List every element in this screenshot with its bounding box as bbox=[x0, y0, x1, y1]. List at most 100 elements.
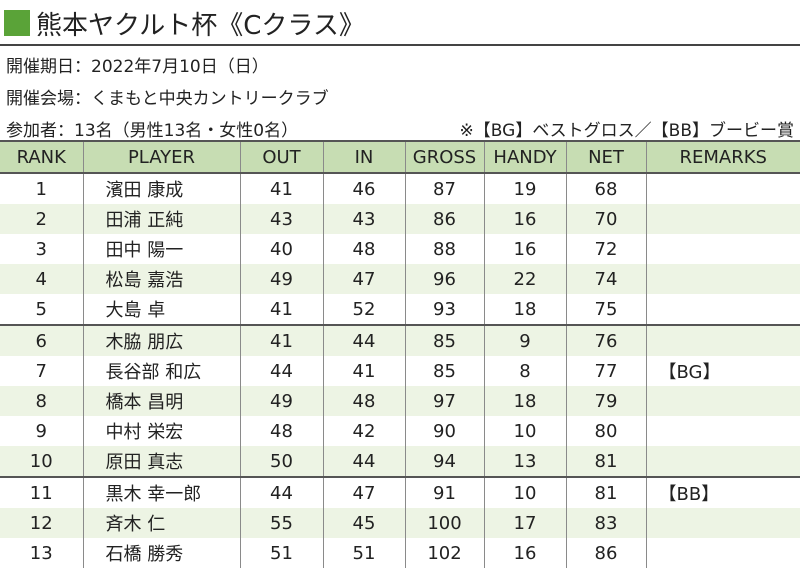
cell-out: 40 bbox=[239, 234, 323, 264]
cell-out: 49 bbox=[239, 386, 323, 416]
cell-remarks bbox=[645, 294, 800, 325]
results-table-body: 1 濱田 康成 41 46 87 19 68 2 田浦 正純 43 43 86 16 70 3 田中 陽一 40… bbox=[0, 173, 800, 568]
cell-remarks bbox=[645, 234, 800, 264]
cell-handy: 9 bbox=[483, 324, 566, 356]
cell-handy: 22 bbox=[483, 264, 566, 294]
cell-net: 70 bbox=[565, 204, 646, 234]
cell-in: 47 bbox=[322, 264, 405, 294]
cell-out: 44 bbox=[239, 476, 323, 508]
cell-net: 76 bbox=[565, 324, 646, 356]
cell-remarks bbox=[645, 446, 800, 477]
cell-out: 41 bbox=[239, 294, 323, 325]
cell-rank: 9 bbox=[35, 420, 47, 442]
cell-gross: 97 bbox=[404, 386, 484, 416]
cell-player: 田中 陽一 bbox=[82, 234, 240, 264]
table-row: 5 大島 卓 41 52 93 18 75 bbox=[0, 294, 800, 325]
cell-out: 49 bbox=[239, 264, 323, 294]
cell-player: 黒木 幸一郎 bbox=[82, 476, 240, 508]
cell-remarks bbox=[645, 538, 800, 568]
cell-net: 74 bbox=[565, 264, 646, 294]
cell-player: 濱田 康成 bbox=[82, 173, 240, 204]
column-header-in: IN bbox=[322, 140, 405, 174]
table-header-row: RANK PLAYER OUT IN GROSS HANDY NET REMAR… bbox=[0, 140, 800, 174]
cell-in: 42 bbox=[322, 416, 405, 446]
cell-remarks bbox=[645, 508, 800, 538]
cell-gross: 88 bbox=[404, 234, 484, 264]
cell-in: 43 bbox=[322, 204, 405, 234]
cell-net: 68 bbox=[565, 173, 646, 204]
cell-remarks bbox=[645, 324, 800, 356]
event-venue: 開催会場：くまもと中央カントリークラブ bbox=[6, 89, 329, 109]
cell-net: 81 bbox=[565, 476, 646, 508]
title-bar: 熊本ヤクルト杯《Cクラス》 bbox=[0, 6, 800, 41]
cell-net: 72 bbox=[565, 234, 646, 264]
cell-handy: 8 bbox=[483, 356, 566, 386]
cell-handy: 16 bbox=[483, 204, 566, 234]
cell-net: 86 bbox=[565, 538, 646, 568]
table-row: 10 原田 真志 50 44 94 13 81 bbox=[0, 446, 800, 477]
cell-in: 52 bbox=[322, 294, 405, 325]
cell-player: 原田 真志 bbox=[82, 446, 240, 477]
cell-out: 51 bbox=[239, 538, 323, 568]
cell-gross: 96 bbox=[404, 264, 484, 294]
table-row: 4 松島 嘉浩 49 47 96 22 74 bbox=[0, 264, 800, 294]
table-row: 1 濱田 康成 41 46 87 19 68 bbox=[0, 173, 800, 204]
cell-out: 44 bbox=[239, 356, 323, 386]
cell-rank: 7 bbox=[35, 360, 47, 382]
cell-player: 斉木 仁 bbox=[82, 508, 240, 538]
table-row: 7 長谷部 和広 44 41 85 8 77 【BG】 bbox=[0, 356, 800, 386]
cell-rank: 8 bbox=[0, 386, 83, 416]
cell-gross: 102 bbox=[404, 538, 484, 568]
cell-in: 45 bbox=[322, 508, 405, 538]
award-legend: ※【BG】ベストグロス／【BB】ブービー賞 bbox=[459, 121, 794, 141]
page-title: 熊本ヤクルト杯《Cクラス》 bbox=[36, 10, 365, 41]
cell-player: 長谷部 和広 bbox=[82, 356, 240, 386]
cell-handy: 10 bbox=[483, 416, 566, 446]
cell-gross: 93 bbox=[404, 294, 484, 325]
cell-handy: 10 bbox=[483, 476, 566, 508]
cell-gross: 91 bbox=[404, 476, 484, 508]
cell-rank: 6 bbox=[0, 324, 83, 356]
table-row: 3 田中 陽一 40 48 88 16 72 bbox=[0, 234, 800, 264]
participant-count: 参加者：13名（男性13名・女性0名） bbox=[6, 121, 299, 141]
cell-gross: 87 bbox=[404, 173, 484, 204]
cell-net: 77 bbox=[565, 356, 646, 386]
cell-remarks bbox=[645, 386, 800, 416]
cell-handy: 18 bbox=[483, 386, 566, 416]
cell-out: 43 bbox=[239, 204, 323, 234]
cell-gross: 85 bbox=[404, 324, 484, 356]
cell-net: 83 bbox=[565, 508, 646, 538]
table-row: 8 橋本 昌明 49 48 97 18 79 bbox=[0, 386, 800, 416]
column-header-remarks: REMARKS bbox=[645, 140, 800, 174]
cell-out: 50 bbox=[239, 446, 323, 477]
column-header-out: OUT bbox=[239, 140, 323, 174]
cell-gross: 90 bbox=[404, 416, 484, 446]
cell-remarks bbox=[645, 173, 800, 204]
cell-handy: 19 bbox=[483, 173, 566, 204]
cell-rank: 12 bbox=[0, 508, 83, 538]
cell-player: 橋本 昌明 bbox=[82, 386, 240, 416]
cell-handy: 13 bbox=[483, 446, 566, 477]
cell-player: 木脇 朋広 bbox=[82, 324, 240, 356]
table-row: 11 黒木 幸一郎 44 47 91 10 81 【BB】 bbox=[0, 476, 800, 508]
cell-gross: 86 bbox=[404, 204, 484, 234]
cell-rank: 11 bbox=[0, 476, 83, 508]
cell-in: 48 bbox=[322, 386, 405, 416]
title-divider bbox=[0, 44, 800, 46]
cell-rank: 2 bbox=[0, 204, 83, 234]
cell-gross: 94 bbox=[404, 446, 484, 477]
cell-out: 48 bbox=[239, 416, 323, 446]
cell-in: 51 bbox=[322, 538, 405, 568]
cell-out: 41 bbox=[239, 173, 323, 204]
event-date: 開催期日：2022年7月10日（日） bbox=[6, 57, 269, 77]
cell-rank: 10 bbox=[0, 446, 83, 477]
cell-handy: 16 bbox=[483, 538, 566, 568]
column-header-gross: GROSS bbox=[404, 140, 484, 174]
cell-remarks bbox=[645, 204, 800, 234]
cell-net: 80 bbox=[565, 416, 646, 446]
cell-remarks bbox=[645, 264, 800, 294]
table-row: 2 田浦 正純 43 43 86 16 70 bbox=[0, 204, 800, 234]
title-square-icon bbox=[4, 10, 30, 36]
cell-player: 中村 栄宏 bbox=[82, 416, 240, 446]
